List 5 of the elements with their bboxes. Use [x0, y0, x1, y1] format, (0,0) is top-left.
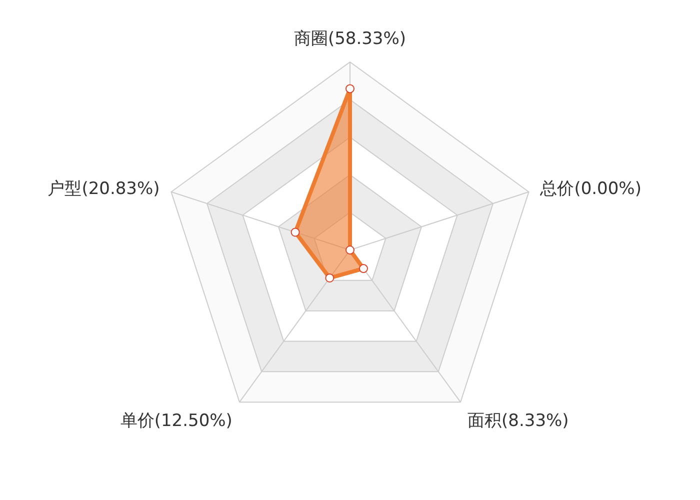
spoke-label: 单价(12.50%): [120, 410, 232, 431]
spoke-label: 商圈(58.33%): [294, 29, 406, 49]
spoke-label: 面积(8.33%): [468, 410, 569, 431]
spoke-label: 总价(0.00%): [539, 179, 642, 200]
spoke-label: 户型(20.83%): [48, 179, 160, 200]
